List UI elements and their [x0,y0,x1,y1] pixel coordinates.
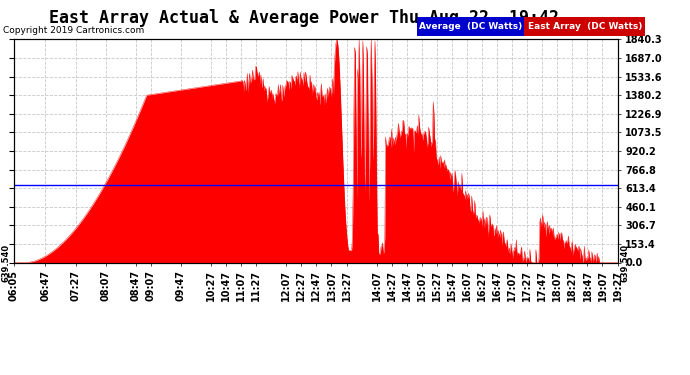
Text: East Array Actual & Average Power Thu Aug 22  19:42: East Array Actual & Average Power Thu Au… [48,9,559,27]
Text: East Array  (DC Watts): East Array (DC Watts) [528,22,642,31]
Text: Copyright 2019 Cartronics.com: Copyright 2019 Cartronics.com [3,26,145,35]
Text: 639.540: 639.540 [620,243,629,282]
Text: 639.540: 639.540 [2,243,11,282]
Text: Average  (DC Watts): Average (DC Watts) [420,22,522,31]
